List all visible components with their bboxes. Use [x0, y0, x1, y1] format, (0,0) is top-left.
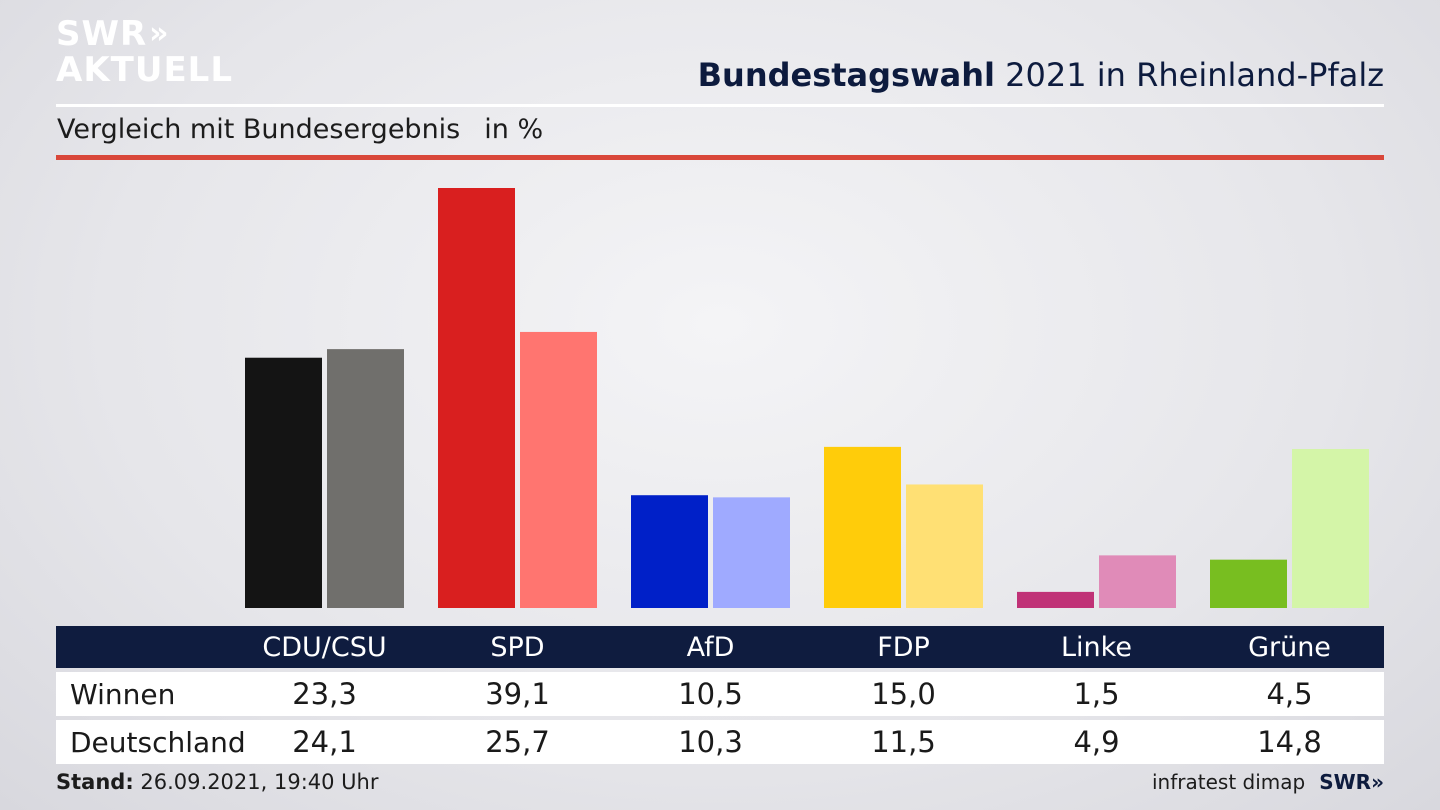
- bar-winnen-spd: [438, 188, 515, 608]
- series-label-deutschland: Deutschland: [70, 725, 246, 759]
- value-deutschland-spd: 25,7: [485, 725, 550, 759]
- value-winnen-afd: 10,5: [678, 677, 743, 711]
- value-deutschland-fdp: 11,5: [871, 725, 936, 759]
- value-winnen-gr-ne: 4,5: [1266, 677, 1313, 711]
- bar-deutschland-linke: [1099, 555, 1176, 608]
- title-rest: 2021 in Rheinland-Pfalz: [995, 56, 1384, 94]
- table-row-deutschland: Deutschland 24,1 25,7 10,3 11,5 4,9 14,8: [56, 720, 1384, 764]
- bar-winnen-fdp: [824, 446, 901, 608]
- category-label-gr-ne: Grüne: [1248, 631, 1331, 663]
- source: infratest dimap SWR»: [1152, 770, 1384, 794]
- title-bold: Bundestagswahl: [697, 56, 995, 94]
- swr-logo-small: SWR»: [1319, 770, 1384, 794]
- results-table: CDU/CSU SPD AfD FDP Linke Grüne Winnen 23,3 39,…: [56, 626, 1384, 764]
- bar-winnen-gr-ne: [1210, 559, 1287, 608]
- bar-deutschland-spd: [520, 331, 597, 608]
- stand-value: 26.09.2021, 19:40 Uhr: [133, 770, 379, 794]
- logo-line2: AKTUELL: [56, 50, 234, 90]
- logo-chevron-icon: »: [149, 16, 170, 51]
- header-divider: [56, 104, 1384, 107]
- category-label-fdp: FDP: [877, 631, 930, 663]
- category-label-cdu-csu: CDU/CSU: [262, 631, 387, 663]
- value-winnen-fdp: 15,0: [871, 677, 936, 711]
- source-text: infratest dimap: [1152, 770, 1306, 794]
- bar-deutschland-fdp: [906, 484, 983, 608]
- bar-deutschland-gr-ne: [1292, 449, 1369, 608]
- bar-winnen-afd: [631, 495, 708, 608]
- bar-winnen-linke: [1017, 591, 1094, 608]
- category-label-linke: Linke: [1061, 631, 1132, 663]
- value-deutschland-cdu-csu: 24,1: [292, 725, 357, 759]
- value-deutschland-afd: 10,3: [678, 725, 743, 759]
- table-header: CDU/CSU SPD AfD FDP Linke Grüne: [56, 626, 1384, 668]
- value-winnen-cdu-csu: 23,3: [292, 677, 357, 711]
- bar-deutschland-afd: [713, 497, 790, 608]
- chart-title: Bundestagswahl 2021 in Rheinland-Pfalz: [698, 56, 1384, 94]
- stand-label: Stand:: [56, 770, 134, 794]
- swr-aktuell-logo: SWR» AKTUELL: [56, 16, 233, 88]
- value-deutschland-linke: 4,9: [1073, 725, 1120, 759]
- table-row-winnen: Winnen 23,3 39,1 10,5 15,0 1,5 4,5: [56, 672, 1384, 716]
- bar-winnen-cdu-csu: [245, 357, 322, 608]
- chart-subtitle: Vergleich mit Bundesergebnis in %: [57, 114, 543, 145]
- value-winnen-linke: 1,5: [1073, 677, 1120, 711]
- value-winnen-spd: 39,1: [485, 677, 550, 711]
- unit-label: in %: [484, 114, 544, 145]
- subtitle-text: Vergleich mit Bundesergebnis: [57, 114, 461, 145]
- subtitle-divider: [56, 155, 1384, 160]
- category-label-afd: AfD: [686, 631, 735, 663]
- bar-deutschland-cdu-csu: [327, 349, 404, 608]
- timestamp: Stand: 26.09.2021, 19:40 Uhr: [56, 770, 379, 794]
- series-label-winnen: Winnen: [70, 677, 176, 711]
- logo-line1: SWR: [56, 14, 148, 54]
- value-deutschland-gr-ne: 14,8: [1257, 725, 1322, 759]
- category-label-spd: SPD: [490, 631, 545, 663]
